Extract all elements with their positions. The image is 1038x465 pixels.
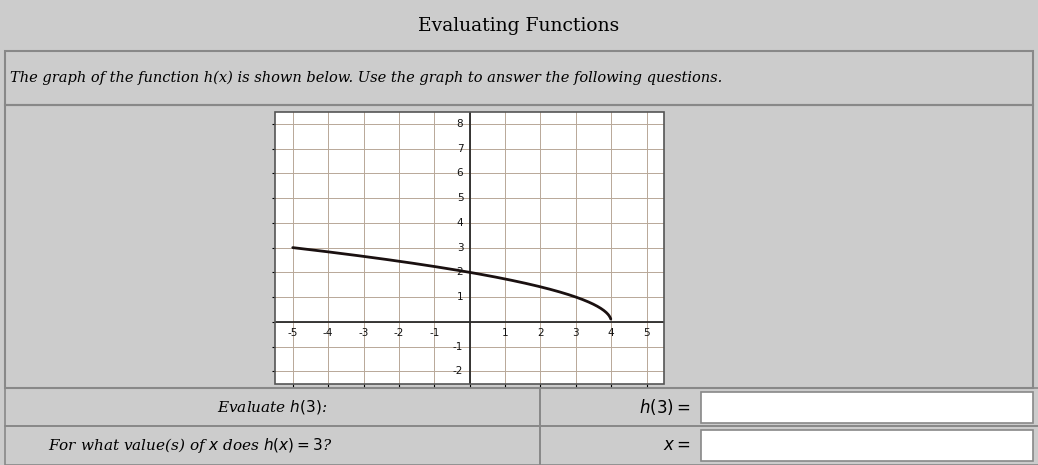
Text: 4: 4 [608, 328, 614, 338]
Text: $h(3) = $: $h(3) = $ [639, 397, 691, 418]
Text: 7: 7 [457, 144, 463, 154]
Text: The graph of the function h(x) is shown below. Use the graph to answer the follo: The graph of the function h(x) is shown … [10, 71, 722, 85]
Text: Evaluate $h(3)$:: Evaluate $h(3)$: [217, 399, 328, 416]
Text: -4: -4 [323, 328, 333, 338]
Text: -1: -1 [429, 328, 439, 338]
Text: 5: 5 [457, 193, 463, 203]
Text: -5: -5 [288, 328, 298, 338]
Text: 6: 6 [457, 168, 463, 179]
Text: 1: 1 [501, 328, 509, 338]
Text: 3: 3 [573, 328, 579, 338]
Text: 2: 2 [457, 267, 463, 277]
Text: 4: 4 [457, 218, 463, 228]
Bar [701, 430, 1033, 461]
Text: -2: -2 [453, 366, 463, 376]
Text: 2: 2 [537, 328, 544, 338]
Text: $x = $: $x = $ [663, 437, 691, 454]
Text: 1: 1 [457, 292, 463, 302]
Text: Evaluating Functions: Evaluating Functions [418, 17, 620, 34]
Text: 5: 5 [644, 328, 650, 338]
Text: 3: 3 [457, 243, 463, 252]
Text: 8: 8 [457, 119, 463, 129]
Bar [701, 392, 1033, 423]
Text: -3: -3 [358, 328, 368, 338]
Text: -2: -2 [393, 328, 404, 338]
Text: For what value(s) of $x$ does $h(x) = 3$?: For what value(s) of $x$ does $h(x) = 3$… [48, 436, 332, 455]
Text: -1: -1 [453, 341, 463, 352]
